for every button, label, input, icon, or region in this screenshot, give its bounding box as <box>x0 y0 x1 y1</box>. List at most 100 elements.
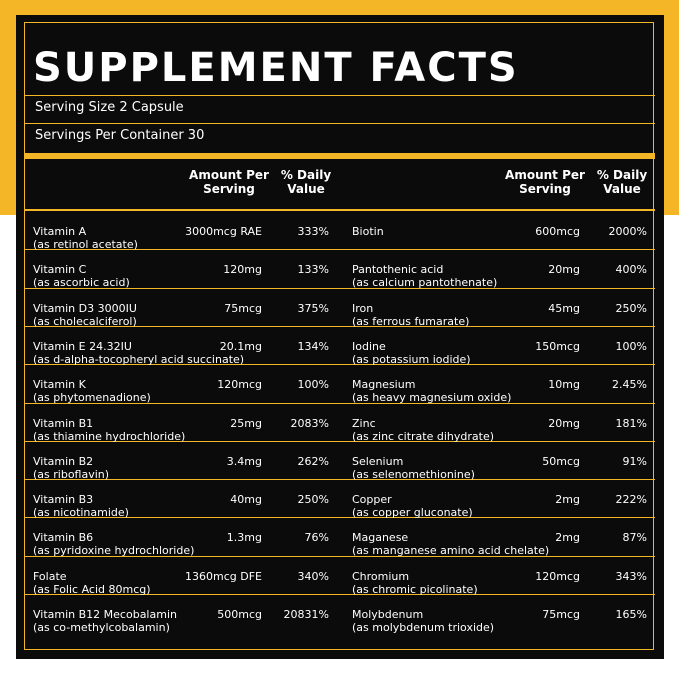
nutrient-source: (as potassium iodide) <box>352 352 471 366</box>
amount: 75mcg <box>542 608 580 621</box>
nutrient-name: Vitamin E 24.32IU <box>33 339 132 353</box>
divider <box>24 402 655 404</box>
nutrient-source: (as chromic picolinate) <box>352 582 478 596</box>
daily-value: 100% <box>615 339 647 353</box>
nutrient-name: Vitamin A <box>33 225 87 238</box>
daily-value: 262% <box>297 454 329 468</box>
nutrient-source: (as zinc citrate dihydrate) <box>352 429 495 443</box>
divider <box>24 153 655 159</box>
nutrient-source: (as manganese amino acid chelate) <box>352 544 550 558</box>
nutrient-source: (as heavy magnesium oxide) <box>352 391 512 405</box>
divider <box>24 249 655 251</box>
amount: 120mcg <box>217 378 262 392</box>
nutrient-source: (as co-methylcobalamin) <box>33 621 170 634</box>
amount: 25mg <box>230 416 262 430</box>
daily-value: 2000% <box>608 225 647 238</box>
nutrient-source: (as riboflavin) <box>33 467 110 481</box>
amount: 10mg <box>548 378 580 392</box>
daily-value: 87% <box>622 531 647 545</box>
nutrient-source: (as nicotinamide) <box>33 506 129 520</box>
daily-value: 333% <box>297 225 329 238</box>
nutrient-source: (as cholecalciferol) <box>33 314 137 328</box>
nutrient-source: (as selenomethionine) <box>352 467 475 481</box>
title: SUPPLEMENT FACTS <box>33 45 519 91</box>
nutrient-name: Selenium <box>352 454 404 468</box>
serving-size: Serving Size 2 Capsule <box>35 100 184 115</box>
daily-value: 181% <box>615 416 647 430</box>
daily-value: 133% <box>297 263 329 277</box>
amount: 40mg <box>230 493 262 507</box>
nutrient-name: Iron <box>352 301 374 315</box>
daily-value: 400% <box>615 263 647 277</box>
daily-value: 91% <box>622 454 647 468</box>
nutrient-source: (as pyridoxine hydrochloride) <box>33 544 195 558</box>
amount: 1360mcg DFE <box>185 569 262 583</box>
nutrient-source: (as copper gluconate) <box>352 506 473 520</box>
divider <box>24 209 655 211</box>
daily-value: 375% <box>297 301 329 315</box>
nutrient-source: (as thiamine hydrochloride) <box>33 429 186 443</box>
nutrient-name: Vitamin B12 Mecobalamin <box>33 608 177 621</box>
nutrient-source: (as ascorbic acid) <box>33 276 130 290</box>
column-header: % Daily Value <box>596 168 648 196</box>
column-header: Amount Per Serving <box>189 168 269 196</box>
nutrient-source: (as phytomenadione) <box>33 391 151 405</box>
divider <box>24 440 655 442</box>
nutrient-name: Vitamin K <box>33 378 86 392</box>
nutrient-source: (as ferrous fumarate) <box>352 314 470 328</box>
divider <box>24 517 655 519</box>
label-frame <box>24 22 654 650</box>
nutrient-name: Biotin <box>352 225 384 238</box>
nutrient-name: Pantothenic acid <box>352 263 444 277</box>
amount: 2mg <box>555 493 580 507</box>
divider <box>24 479 655 481</box>
nutrient-source: (as calcium pantothenate) <box>352 276 498 290</box>
amount: 600mcg <box>535 225 580 238</box>
daily-value: 340% <box>297 569 329 583</box>
amount: 150mcg <box>535 339 580 353</box>
nutrient-name: Iodine <box>352 339 386 353</box>
nutrient-name: Folate <box>33 569 67 583</box>
nutrient-name: Chromium <box>352 569 410 583</box>
nutrient-name: Vitamin B2 <box>33 454 94 468</box>
amount: 3000mcg RAE <box>185 225 262 238</box>
amount: 45mg <box>548 301 580 315</box>
divider <box>24 594 655 595</box>
nutrient-name: Copper <box>352 493 392 507</box>
amount: 120mcg <box>535 569 580 583</box>
nutrient-source: (as d-alpha-tocopheryl acid succinate) <box>33 352 245 366</box>
nutrient-source: (as molybdenum trioxide) <box>352 621 495 634</box>
daily-value: 100% <box>297 378 329 392</box>
nutrient-name: Vitamin D3 3000IU <box>33 301 137 315</box>
amount: 20.1mg <box>219 339 262 353</box>
label-panel <box>16 15 664 659</box>
nutrient-name: Vitamin B3 <box>33 493 94 507</box>
nutrient-name: Magnesium <box>352 378 416 392</box>
nutrient-name: Vitamin B6 <box>33 531 94 545</box>
amount: 2mg <box>555 531 580 545</box>
daily-value: 2.45% <box>612 378 647 392</box>
amount: 50mcg <box>542 454 580 468</box>
daily-value: 165% <box>615 608 647 621</box>
amount: 20mg <box>548 416 580 430</box>
daily-value: 2083% <box>290 416 329 430</box>
nutrient-name: Vitamin C <box>33 263 87 277</box>
amount: 3.4mg <box>226 454 262 468</box>
nutrient-source: (as Folic Acid 80mcg) <box>33 582 151 596</box>
divider <box>24 95 655 96</box>
amount: 1.3mg <box>226 531 262 545</box>
amount: 120mg <box>223 263 262 277</box>
daily-value: 20831% <box>283 608 329 621</box>
nutrient-name: Zinc <box>352 416 376 430</box>
daily-value: 250% <box>297 493 329 507</box>
amount: 75mcg <box>224 301 262 315</box>
divider <box>24 325 655 327</box>
daily-value: 343% <box>615 569 647 583</box>
nutrient-name: Vitamin B1 <box>33 416 94 430</box>
nutrient-source: (as retinol acetate) <box>33 238 138 251</box>
divider <box>24 123 655 124</box>
amount: 500mcg <box>217 608 262 621</box>
nutrient-name: Molybdenum <box>352 608 424 621</box>
